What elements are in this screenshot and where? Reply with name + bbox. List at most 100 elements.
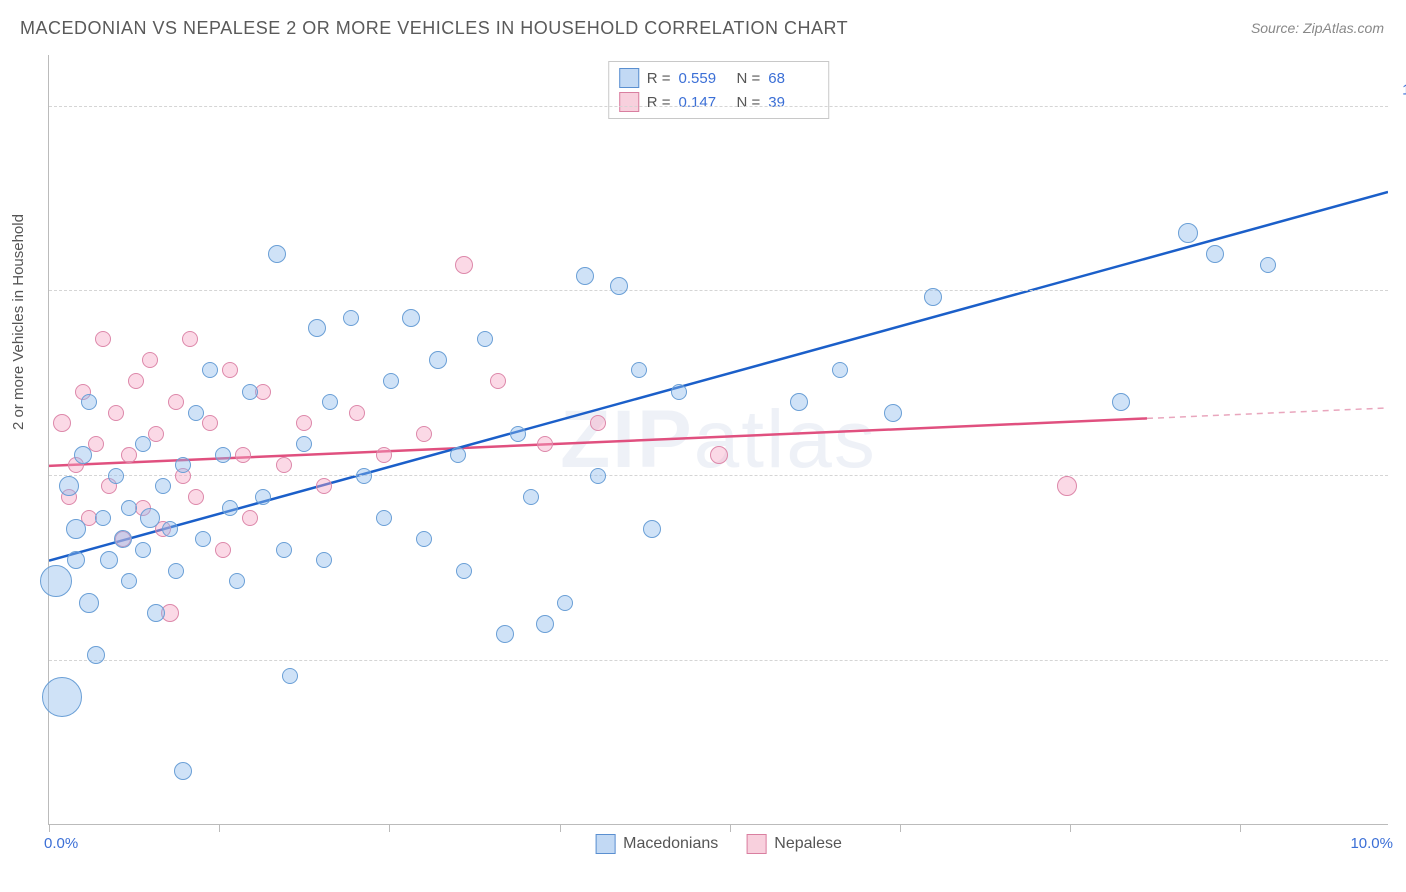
- nepalese-point: [590, 415, 606, 431]
- nepalese-point: [188, 489, 204, 505]
- macedonians-point: [87, 646, 105, 664]
- watermark: ZIPatlas: [560, 393, 877, 487]
- nepalese-point: [53, 414, 71, 432]
- n-label: N =: [737, 94, 761, 111]
- macedonians-point: [188, 405, 204, 421]
- macedonians-point: [477, 331, 493, 347]
- macedonians-point: [74, 446, 92, 464]
- macedonians-point: [790, 393, 808, 411]
- trend-line: [1147, 408, 1388, 419]
- nepalese-point: [121, 447, 137, 463]
- nepalese-point: [710, 446, 728, 464]
- macedonians-point: [884, 404, 902, 422]
- macedonians-point: [175, 457, 191, 473]
- x-tick: [389, 824, 390, 832]
- macedonians-point: [42, 677, 82, 717]
- macedonians-point: [1112, 393, 1130, 411]
- correlation-legend: R =0.559N =68R =0.147N =39: [608, 61, 830, 119]
- macedonians-point: [832, 362, 848, 378]
- y-tick-label: 47.5%: [1393, 635, 1406, 652]
- macedonians-point: [242, 384, 258, 400]
- macedonians-point: [121, 500, 137, 516]
- macedonians-point: [215, 447, 231, 463]
- macedonians-point: [1178, 223, 1198, 243]
- nepalese-point: [276, 457, 292, 473]
- x-tick-label: 10.0%: [1350, 835, 1393, 852]
- nepalese-point: [182, 331, 198, 347]
- macedonians-point: [590, 468, 606, 484]
- y-tick-label: 100.0%: [1393, 81, 1406, 98]
- nepalese-point: [1057, 476, 1077, 496]
- trend-line: [49, 192, 1388, 561]
- nepalese-point: [95, 331, 111, 347]
- nepalese-point: [148, 426, 164, 442]
- nepalese-point: [376, 447, 392, 463]
- macedonians-point: [496, 625, 514, 643]
- macedonians-point: [456, 563, 472, 579]
- x-tick-label: 0.0%: [44, 835, 78, 852]
- macedonians-point: [1260, 257, 1276, 273]
- source-attribution: Source: ZipAtlas.com: [1251, 20, 1384, 36]
- macedonians-point: [100, 551, 118, 569]
- macedonians-point: [523, 489, 539, 505]
- macedonians-point: [1206, 245, 1224, 263]
- macedonians-point: [229, 573, 245, 589]
- macedonians-point: [631, 362, 647, 378]
- r-label: R =: [647, 70, 671, 87]
- macedonians-point: [510, 426, 526, 442]
- macedonians-point: [135, 542, 151, 558]
- macedonians-point: [255, 489, 271, 505]
- macedonians-point: [140, 508, 160, 528]
- gridline: [49, 475, 1388, 476]
- macedonians-point: [610, 277, 628, 295]
- nepalese-point: [490, 373, 506, 389]
- y-tick-label: 65.0%: [1393, 450, 1406, 467]
- macedonians-point: [81, 394, 97, 410]
- macedonians-point: [168, 563, 184, 579]
- macedonians-point: [308, 319, 326, 337]
- macedonians-point: [121, 573, 137, 589]
- nepalese-point: [108, 405, 124, 421]
- macedonians-point: [108, 468, 124, 484]
- nepalese-point: [349, 405, 365, 421]
- x-tick: [560, 824, 561, 832]
- macedonians-point: [268, 245, 286, 263]
- chart-title: MACEDONIAN VS NEPALESE 2 OR MORE VEHICLE…: [20, 18, 848, 39]
- macedonians-point: [202, 362, 218, 378]
- macedonians-point: [162, 521, 178, 537]
- nepalese-point: [316, 478, 332, 494]
- macedonians-point: [174, 762, 192, 780]
- macedonians-point: [147, 604, 165, 622]
- x-tick: [900, 824, 901, 832]
- legend-item: Nepalese: [746, 834, 842, 854]
- macedonians-point: [429, 351, 447, 369]
- macedonians-point: [195, 531, 211, 547]
- macedonians-point: [95, 510, 111, 526]
- legend-swatch: [619, 92, 639, 112]
- nepalese-point: [128, 373, 144, 389]
- gridline: [49, 106, 1388, 107]
- macedonians-point: [557, 595, 573, 611]
- macedonians-point: [416, 531, 432, 547]
- macedonians-point: [643, 520, 661, 538]
- legend-row: R =0.559N =68: [619, 66, 819, 90]
- n-label: N =: [737, 70, 761, 87]
- nepalese-point: [168, 394, 184, 410]
- macedonians-point: [66, 519, 86, 539]
- y-axis-label: 2 or more Vehicles in Household: [10, 214, 27, 430]
- legend-swatch: [619, 68, 639, 88]
- macedonians-point: [322, 394, 338, 410]
- series-legend: Macedonians Nepalese: [595, 834, 842, 854]
- nepalese-point: [455, 256, 473, 274]
- x-tick: [1240, 824, 1241, 832]
- macedonians-point: [114, 530, 132, 548]
- macedonians-point: [343, 310, 359, 326]
- legend-label: Macedonians: [623, 835, 718, 853]
- macedonians-point: [450, 447, 466, 463]
- macedonians-point: [576, 267, 594, 285]
- trend-lines-layer: [49, 55, 1388, 824]
- nepalese-point: [537, 436, 553, 452]
- n-value: 68: [768, 70, 818, 87]
- legend-swatch: [595, 834, 615, 854]
- x-tick: [730, 824, 731, 832]
